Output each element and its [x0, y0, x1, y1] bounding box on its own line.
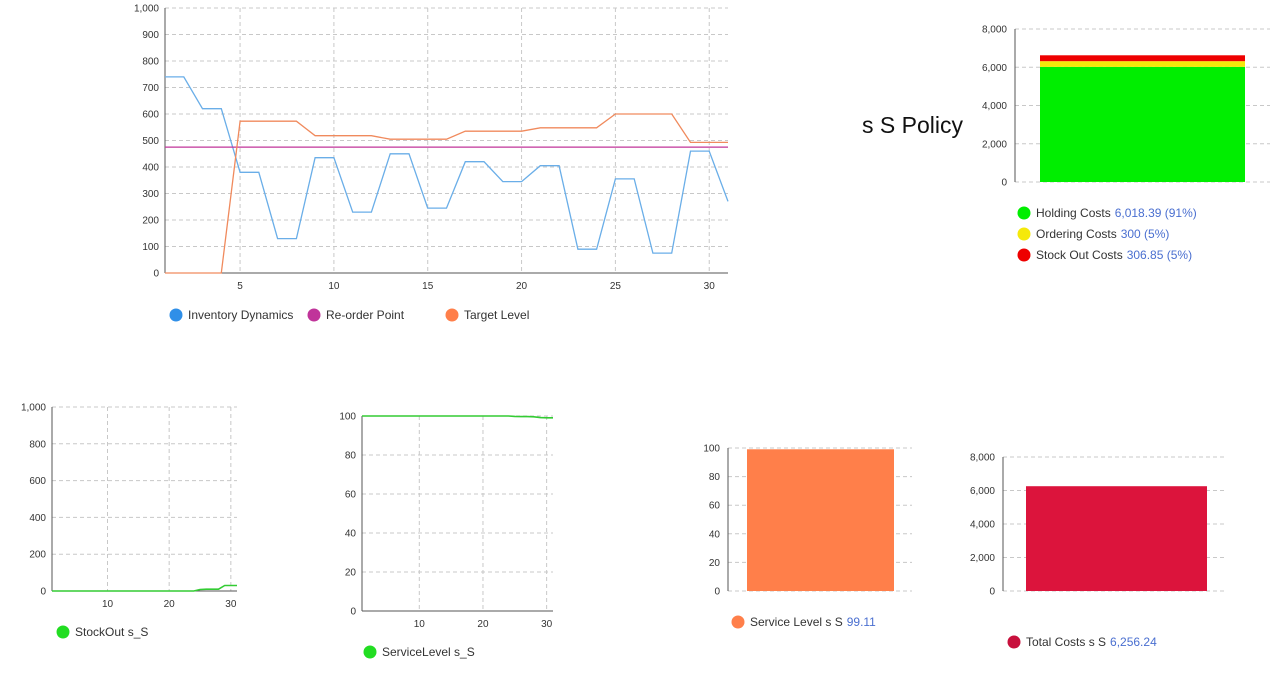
legend-cost-1-value: 300 (5%): [1121, 227, 1170, 241]
cost-bar-segment-0: [1040, 66, 1245, 182]
cost-bar-segment-1: [1040, 61, 1245, 67]
costs_stacked-ytick-label: 8,000: [982, 25, 1007, 36]
total_bar-ytick-label: 6,000: [970, 486, 995, 497]
inventory-xtick-label: 10: [328, 281, 340, 292]
stockout_line-ytick-label: 1,000: [21, 403, 46, 414]
legend-cost-0-label: Holding Costs: [1036, 206, 1111, 220]
servicelevel_line-ytick-label: 0: [350, 607, 356, 618]
total-costs-bar: [1026, 486, 1207, 591]
costs_stacked-ytick-label: 4,000: [982, 101, 1007, 112]
policy-title: s S Policy: [862, 112, 963, 138]
total_bar-ytick-label: 4,000: [970, 520, 995, 531]
legend-servicelevel-label: ServiceLevel s_S: [382, 645, 475, 659]
costs_stacked-ytick-label: 2,000: [982, 139, 1007, 150]
servicelevel_line-xtick-label: 30: [541, 619, 553, 630]
servicelevel_line-ytick-label: 100: [339, 412, 356, 423]
legend-total-costs-value: 6,256.24: [1110, 635, 1157, 649]
servicelevel_line-ytick-label: 60: [345, 490, 357, 501]
inventory-ytick-label: 300: [142, 189, 159, 200]
legend-service-level-marker: [731, 615, 745, 629]
inventory-ytick-label: 400: [142, 163, 159, 174]
legend-service-level-value: 99.11: [847, 615, 876, 629]
inventory-xtick-label: 30: [704, 281, 716, 292]
inventory-ytick-label: 100: [142, 242, 159, 253]
total_bar-ytick-label: 8,000: [970, 453, 995, 464]
inventory-series-line-2: [165, 113, 728, 274]
inventory-ytick-label: 0: [153, 269, 159, 280]
legend-reorder-point-label: Re-order Point: [326, 308, 405, 322]
legend-reorder-point-marker: [307, 308, 321, 322]
legend-cost-2-marker: [1017, 248, 1031, 262]
stockout_line-xtick-label: 10: [102, 599, 114, 610]
inventory-ytick-label: 600: [142, 110, 159, 121]
servicelevel_line-ytick-label: 80: [345, 451, 357, 462]
legend-total-costs-marker: [1007, 635, 1021, 649]
legend-stockout-marker: [56, 625, 70, 639]
stockout_line-series-line-0: [52, 584, 237, 592]
costs_stacked-ytick-label: 0: [1001, 178, 1007, 189]
service_bar-ytick-label: 0: [714, 587, 720, 598]
service_bar-ytick-label: 80: [709, 472, 721, 483]
total_bar-ytick-label: 2,000: [970, 553, 995, 564]
legend-cost-2-value: 306.85 (5%): [1127, 248, 1192, 262]
stockout_line-xtick-label: 30: [225, 599, 237, 610]
inventory-series-line-0: [165, 76, 729, 254]
servicelevel_line-series-line-0: [362, 415, 553, 419]
inventory-ytick-label: 700: [142, 83, 159, 94]
inventory-ytick-label: 900: [142, 30, 159, 41]
inventory-xtick-label: 5: [237, 281, 243, 292]
service-level-bar: [747, 449, 894, 591]
service_bar-ytick-label: 20: [709, 558, 721, 569]
stockout_line-ytick-label: 600: [29, 476, 46, 487]
inventory-xtick-label: 20: [516, 281, 528, 292]
cost-bar-segment-2: [1040, 55, 1245, 62]
stockout_line-ytick-label: 0: [40, 587, 46, 598]
service_bar-ytick-label: 60: [709, 501, 721, 512]
servicelevel_line-ytick-label: 40: [345, 529, 357, 540]
inventory-xtick-label: 15: [422, 281, 434, 292]
legend-inventory-dynamics-marker: [169, 308, 183, 322]
legend-cost-2-label: Stock Out Costs: [1036, 248, 1123, 262]
stockout_line-xtick-label: 20: [164, 599, 176, 610]
inventory-ytick-label: 500: [142, 136, 159, 147]
servicelevel_line-ytick-label: 20: [345, 568, 357, 579]
legend-servicelevel-marker: [363, 645, 377, 659]
inventory-ytick-label: 200: [142, 216, 159, 227]
stockout_line-ytick-label: 200: [29, 550, 46, 561]
costs_stacked-ytick-label: 6,000: [982, 63, 1007, 74]
stockout_line-ytick-label: 800: [29, 439, 46, 450]
servicelevel_line-xtick-label: 10: [414, 619, 426, 630]
inventory-ytick-label: 1,000: [134, 4, 159, 15]
legend-target-level-marker: [445, 308, 459, 322]
legend-cost-0-value: 6,018.39 (91%): [1115, 206, 1197, 220]
legend-cost-0-marker: [1017, 206, 1031, 220]
service_bar-ytick-label: 40: [709, 529, 721, 540]
service_bar-ytick-label: 100: [703, 444, 720, 455]
inventory-ytick-label: 800: [142, 57, 159, 68]
total_bar-ytick-label: 0: [989, 587, 995, 598]
legend-cost-1-label: Ordering Costs: [1036, 227, 1117, 241]
legend-stockout-label: StockOut s_S: [75, 625, 148, 639]
legend-target-level-label: Target Level: [464, 308, 529, 322]
legend-service-level-label: Service Level s S: [750, 615, 843, 629]
legend-inventory-dynamics-label: Inventory Dynamics: [188, 308, 293, 322]
stockout_line-ytick-label: 400: [29, 513, 46, 524]
inventory-xtick-label: 25: [610, 281, 622, 292]
servicelevel_line-xtick-label: 20: [477, 619, 489, 630]
legend-total-costs-label: Total Costs s S: [1026, 635, 1106, 649]
legend-cost-1-marker: [1017, 227, 1031, 241]
